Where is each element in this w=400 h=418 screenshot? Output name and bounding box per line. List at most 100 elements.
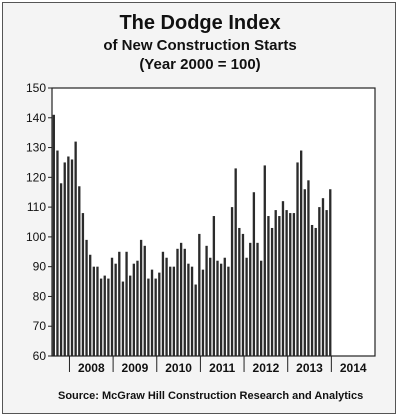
bar	[281, 201, 285, 356]
bar	[249, 242, 252, 356]
bar	[183, 248, 186, 356]
bar	[274, 210, 277, 356]
x-tick-label: 2012	[253, 361, 280, 375]
bar	[198, 233, 201, 356]
bar	[150, 269, 154, 356]
y-tick-label: 70	[33, 319, 47, 333]
bar	[118, 251, 121, 356]
bar	[78, 186, 81, 356]
bar	[143, 245, 146, 356]
bar	[121, 281, 125, 356]
bar	[310, 224, 314, 356]
bar	[303, 189, 306, 356]
bar	[230, 207, 234, 356]
bar	[289, 213, 292, 356]
bar	[285, 210, 288, 356]
bar	[190, 266, 194, 356]
y-tick-label: 110	[27, 200, 46, 214]
bar	[292, 213, 296, 356]
bar	[129, 275, 132, 356]
bar	[234, 168, 237, 356]
bar	[227, 266, 230, 356]
bar	[125, 251, 128, 356]
y-tick-label: 150	[26, 81, 46, 95]
bar	[110, 257, 114, 356]
bar	[329, 189, 332, 356]
bar	[67, 156, 70, 356]
bar	[147, 278, 150, 356]
bar	[209, 257, 212, 356]
chart-title: The Dodge Index	[119, 12, 281, 34]
plot-border	[51, 87, 376, 357]
chart-subtitle: of New Construction Starts	[103, 37, 297, 54]
bar	[169, 266, 172, 356]
bar	[136, 260, 139, 356]
bar	[85, 239, 88, 356]
bar	[132, 263, 136, 356]
bar	[259, 260, 263, 356]
x-tick-label: 2011	[209, 361, 235, 375]
y-tick-label: 120	[26, 170, 46, 184]
bar	[205, 245, 208, 356]
bar	[103, 275, 106, 356]
bar	[165, 257, 168, 356]
bar	[176, 248, 179, 356]
bar	[59, 183, 63, 356]
bar	[107, 278, 110, 356]
bar	[154, 278, 157, 356]
bar	[216, 260, 219, 356]
bar	[252, 192, 256, 356]
bar	[89, 254, 92, 356]
y-tick-label: 80	[33, 289, 47, 303]
bar	[74, 141, 77, 356]
bar	[63, 162, 66, 356]
source-note: Source: McGraw Hill Construction Researc…	[58, 390, 364, 402]
bar	[99, 278, 103, 356]
bar	[158, 272, 161, 356]
bar	[187, 263, 190, 356]
bar	[201, 269, 205, 356]
x-tick-label: 2009	[122, 361, 149, 375]
bar	[314, 227, 317, 356]
bar	[278, 216, 281, 356]
bar	[194, 284, 197, 356]
bar	[325, 210, 328, 356]
bars-group	[52, 88, 375, 356]
bar	[219, 263, 223, 356]
x-tick-label: 2008	[78, 361, 105, 375]
bar	[245, 257, 248, 356]
x-tick-label: 2010	[165, 361, 192, 375]
chart-base-note: (Year 2000 = 100)	[139, 56, 261, 73]
bar	[263, 165, 266, 356]
bar	[52, 114, 55, 356]
bar	[179, 242, 183, 356]
bar	[321, 198, 325, 356]
x-tick-label: 2013	[296, 361, 323, 375]
bar	[161, 251, 165, 356]
y-tick-label: 60	[33, 349, 47, 363]
x-tick-label: 2014	[340, 361, 367, 375]
bar	[296, 162, 299, 356]
bar	[96, 266, 99, 356]
bar	[270, 227, 274, 356]
bar	[56, 150, 59, 356]
bar	[92, 266, 95, 356]
bar	[223, 257, 226, 356]
bar	[212, 216, 216, 356]
bar	[139, 239, 143, 356]
y-tick-label: 100	[26, 230, 46, 244]
bar	[81, 213, 85, 356]
bar	[70, 159, 74, 356]
bar	[256, 242, 259, 356]
bar	[114, 263, 117, 356]
bar	[238, 227, 241, 356]
bar	[172, 266, 176, 356]
bar	[318, 207, 321, 356]
bar	[267, 216, 270, 356]
bar	[307, 180, 310, 356]
bar	[241, 233, 245, 356]
y-tick-label: 140	[26, 111, 46, 125]
y-tick-label: 90	[33, 260, 47, 274]
y-tick-label: 130	[26, 141, 46, 155]
